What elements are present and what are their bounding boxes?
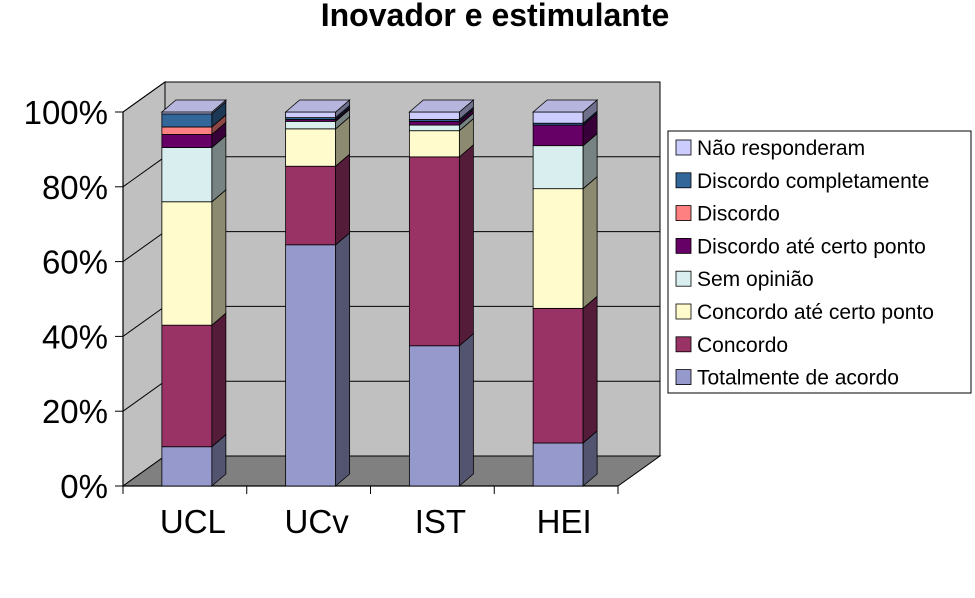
bar-top-cap (160, 99, 227, 113)
side-wall (122, 81, 166, 487)
legend-item: Não responderam (675, 137, 865, 160)
bar-segment (408, 332, 474, 487)
bar-segment (532, 132, 598, 190)
y-tick-label: 80% (42, 169, 108, 206)
bar-segment (161, 188, 227, 327)
legend-label: Sem opinião (697, 268, 814, 291)
bar-segment (408, 117, 474, 158)
bar-top-cap (284, 99, 351, 113)
y-tick-label: 20% (42, 393, 108, 430)
bar-segment (532, 112, 598, 147)
legend-swatch (675, 205, 692, 222)
x-axis-ticks: UCL UCv IST HEI (122, 486, 619, 540)
legend-item: Concordo (675, 334, 788, 357)
y-axis-ticks: 0% 20% 40% 60% 80% 100% (24, 94, 123, 505)
legend-label: Concordo (697, 334, 788, 357)
x-tick-label: UCL (160, 503, 226, 540)
y-tick-label: 100% (24, 94, 108, 131)
bar-segment (285, 153, 351, 246)
bar-segment (161, 312, 227, 448)
x-tick-label: HEI (537, 503, 592, 540)
y-tick-label: 0% (60, 468, 108, 505)
legend-box (667, 130, 972, 394)
bars (160, 99, 599, 487)
bar-stack-ucl (160, 99, 227, 487)
legend-items: Não responderam Discordo completamente Dis… (675, 137, 934, 390)
bar-stack-hei (532, 99, 599, 487)
legend-label: Discordo completamente (697, 170, 929, 193)
legend-swatch (675, 172, 692, 189)
y-tick-label: 40% (42, 318, 108, 355)
legend-swatch (675, 237, 692, 254)
bar-segment (161, 433, 227, 487)
legend-swatch (675, 270, 692, 287)
x-tick-label: UCv (285, 503, 350, 540)
bar-segment (408, 144, 474, 347)
x-tick-label: IST (415, 503, 466, 540)
legend-item: Concordo até certo ponto (675, 301, 934, 324)
gridline-side (122, 81, 166, 113)
bar-stack-ucv (284, 99, 351, 487)
bar-top-cap (408, 99, 475, 113)
y-tick-label: 60% (42, 244, 108, 281)
gridline-side (122, 156, 166, 188)
legend-item: Totalmente de acordo (675, 367, 899, 390)
bar-segment (532, 295, 598, 444)
legend-item: Discordo completamente (675, 170, 929, 193)
legend-label: Discordo (697, 203, 780, 226)
legend-swatch (675, 369, 692, 386)
legend-item: Sem opinião (675, 268, 814, 291)
legend-label: Concordo até certo ponto (697, 301, 934, 324)
bar-segment (285, 115, 351, 168)
legend-swatch (675, 303, 692, 320)
bar-top-cap (532, 99, 599, 113)
legend-item: Discordo até certo ponto (675, 235, 926, 258)
legend-swatch (675, 139, 692, 156)
gridline-side (122, 305, 166, 337)
gridline-side (122, 380, 166, 412)
legend-label: Totalmente de acordo (697, 367, 899, 390)
chart-title: Inovador e estimulante (321, 0, 670, 33)
legend-label: Discordo até certo ponto (697, 235, 926, 258)
legend-label: Não responderam (697, 137, 865, 160)
legend-swatch (675, 336, 692, 353)
bar-stack-ist (408, 99, 475, 487)
bar-segment (532, 175, 598, 310)
bar-segment (408, 108, 474, 126)
legend: Não responderam Discordo completamente Dis… (667, 130, 972, 394)
legend-item: Discordo (675, 203, 780, 226)
gridline-side (122, 231, 166, 263)
bar-segment (285, 231, 351, 487)
